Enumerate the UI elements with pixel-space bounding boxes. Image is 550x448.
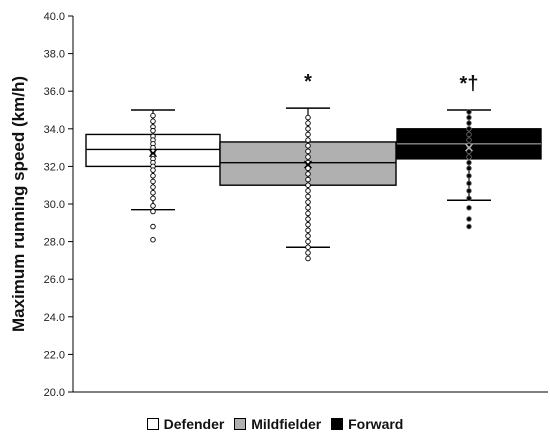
y-tick-label: 26.0 — [44, 274, 65, 286]
box-group-forward: *† — [396, 73, 542, 230]
y-tick-label: 34.0 — [44, 124, 65, 136]
data-point — [466, 154, 472, 160]
y-axis-label: Maximum running speed (km/h) — [9, 76, 28, 332]
data-point — [150, 208, 156, 215]
y-tick-label: 30.0 — [44, 199, 65, 211]
significance-annotation: *† — [460, 73, 479, 95]
data-point — [305, 193, 311, 200]
data-point — [150, 112, 156, 119]
data-point — [150, 195, 156, 202]
data-point — [305, 188, 311, 194]
data-point — [305, 227, 311, 234]
data-point — [466, 159, 472, 166]
data-point — [466, 188, 472, 194]
data-point — [305, 182, 311, 188]
data-point — [150, 203, 156, 209]
mean-marker — [465, 143, 473, 152]
mean-marker — [149, 149, 157, 158]
data-point — [305, 199, 311, 205]
data-point — [150, 236, 156, 243]
data-point — [305, 142, 311, 149]
legend-item-defender: Defender — [146, 416, 225, 432]
legend-item-forward: Forward — [331, 416, 403, 432]
data-point — [305, 126, 311, 132]
boxes-layer: * *† — [85, 71, 542, 262]
y-tick-label: 28.0 — [44, 237, 65, 249]
data-point — [150, 167, 156, 173]
data-point — [466, 126, 472, 132]
data-point — [466, 173, 472, 179]
significance-annotation: * — [304, 71, 312, 93]
legend-label-forward: Forward — [348, 416, 404, 432]
legend-item-mildfielder: Mildfielder — [234, 416, 321, 432]
data-point — [305, 114, 311, 121]
legend-label-mildfielder: Mildfielder — [251, 416, 322, 432]
data-point — [305, 171, 311, 177]
mean-marker — [304, 160, 312, 169]
data-point — [150, 178, 156, 185]
data-point — [466, 223, 472, 230]
data-point — [305, 216, 311, 222]
data-point — [150, 127, 156, 134]
data-point — [305, 137, 311, 143]
y-axis-ticks: 20.0 22.0 24.0 26.0 28.0 30.0 32.0 34.0 36.0 38.0… — [44, 11, 73, 399]
data-point — [305, 210, 311, 217]
data-point — [466, 216, 472, 222]
y-tick-label: 36.0 — [44, 86, 65, 98]
data-point — [305, 205, 311, 211]
data-point — [305, 244, 311, 250]
y-tick-label: 20.0 — [44, 387, 65, 399]
data-point — [466, 180, 472, 187]
data-point — [466, 195, 472, 202]
data-point — [305, 165, 311, 172]
data-point — [305, 233, 311, 239]
data-point — [150, 223, 156, 230]
data-point — [466, 109, 472, 115]
data-point — [466, 137, 472, 143]
data-point — [305, 154, 311, 160]
data-point — [466, 131, 472, 138]
data-point — [150, 118, 156, 125]
legend-label-defender: Defender — [163, 416, 225, 432]
data-point — [305, 120, 311, 126]
y-tick-label: 22.0 — [44, 349, 65, 361]
y-tick-label: 32.0 — [44, 161, 65, 173]
box-group-mildfielder: * — [219, 71, 397, 262]
box-plot-chart: 20.0 22.0 24.0 26.0 28.0 30.0 32.0 34.0 36.0 38.0… — [9, 11, 548, 399]
data-point — [305, 176, 311, 183]
data-point — [305, 238, 311, 245]
box-group-defender — [85, 109, 221, 243]
legend-swatch-defender — [146, 418, 159, 430]
legend-swatch-forward — [331, 418, 344, 430]
data-point — [466, 205, 472, 211]
data-point — [305, 221, 311, 228]
data-point — [466, 120, 472, 126]
data-point — [305, 250, 311, 256]
data-point — [305, 255, 311, 262]
y-tick-label: 38.0 — [44, 49, 65, 61]
data-point — [305, 148, 311, 155]
legend-swatch-mildfielder — [234, 418, 247, 430]
data-point — [150, 173, 156, 179]
y-tick-label: 24.0 — [44, 312, 65, 324]
y-tick-label: 40.0 — [44, 11, 65, 23]
legend: Defender Mildfielder Forward — [0, 416, 550, 432]
data-point — [150, 189, 156, 196]
data-point — [150, 184, 156, 190]
data-point — [466, 148, 472, 155]
data-point — [305, 131, 311, 138]
data-point — [466, 114, 472, 121]
data-point — [466, 165, 472, 172]
